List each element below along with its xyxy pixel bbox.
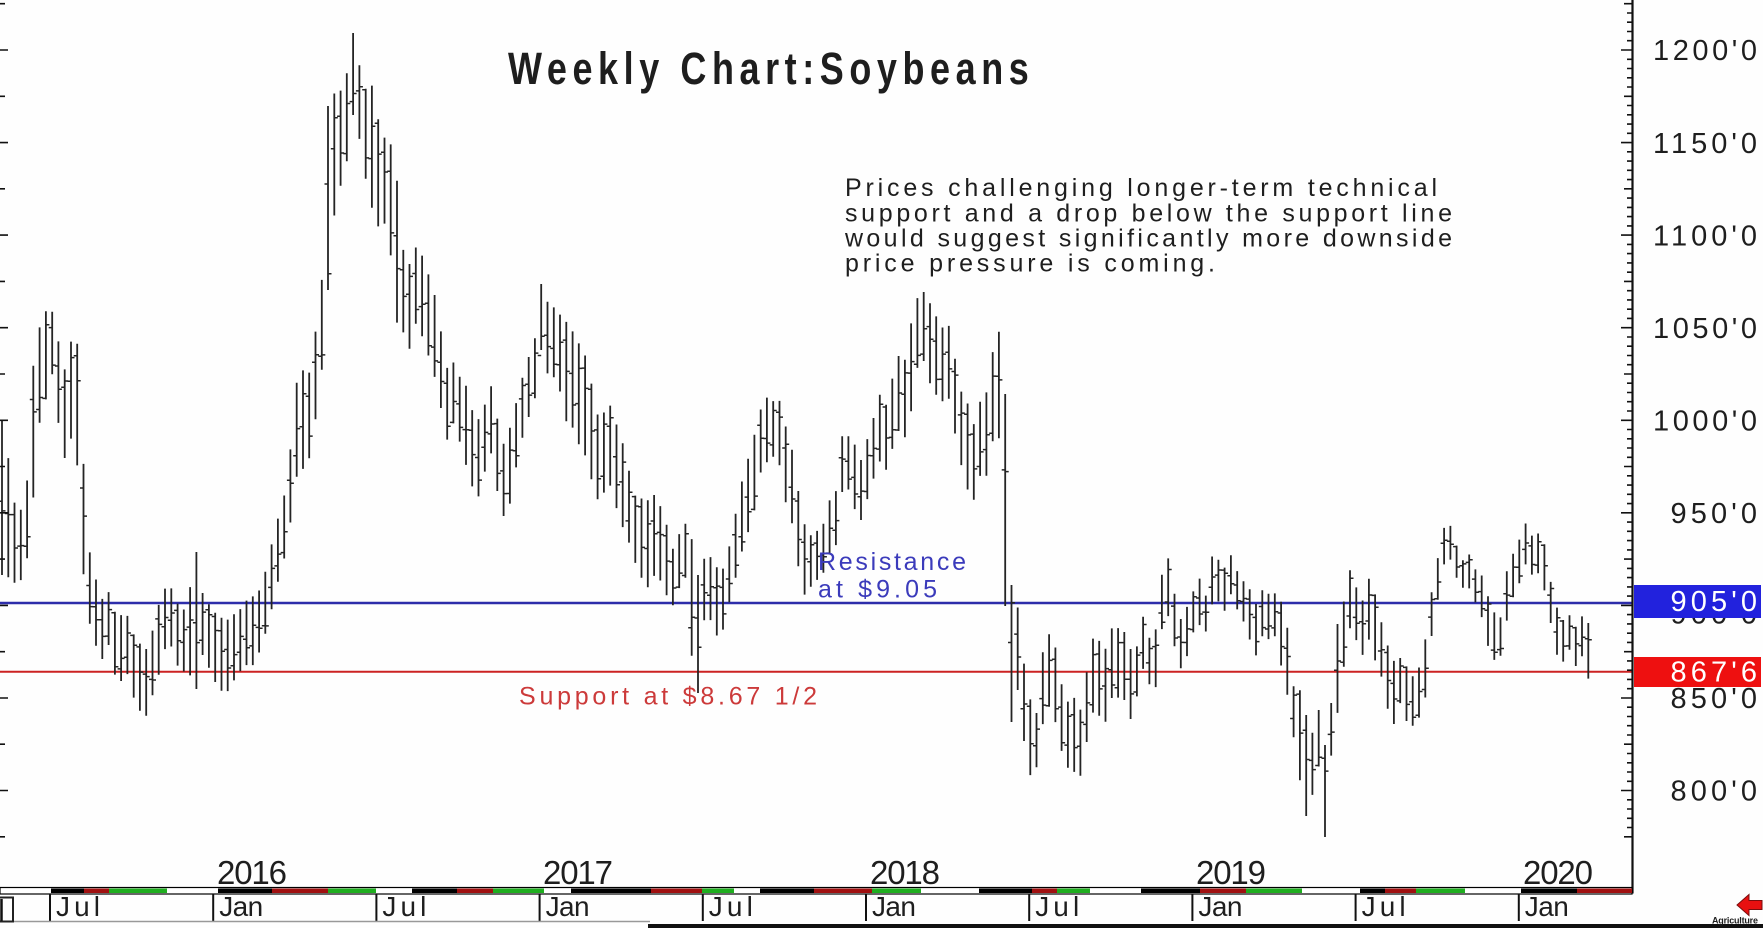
svg-text:Jan: Jan [1198,891,1242,922]
svg-text:support and a drop below the s: support and a drop below the support lin… [845,200,1452,228]
svg-text:Support at $8.67 1/2: Support at $8.67 1/2 [519,683,817,711]
svg-text:Jan: Jan [546,891,590,922]
svg-text:867'6: 867'6 [1671,657,1758,689]
svg-text:would suggest significantly mo: would suggest significantly more downsid… [844,225,1452,253]
svg-text:1000'0: 1000'0 [1653,406,1757,438]
svg-text:Agriculture: Agriculture [1712,916,1758,926]
svg-text:at $9.05: at $9.05 [818,576,937,604]
svg-text:Jul: Jul [382,891,426,922]
svg-text:Jul: Jul [709,891,753,922]
svg-text:2020: 2020 [1523,854,1593,891]
svg-text:2018: 2018 [870,854,940,891]
svg-text:Jan: Jan [1525,891,1569,922]
svg-text:Jul: Jul [56,891,100,922]
svg-text:2016: 2016 [217,854,287,891]
svg-text:1200'0: 1200'0 [1653,35,1757,67]
svg-text:850'0: 850'0 [1671,683,1758,715]
svg-text:1050'0: 1050'0 [1653,313,1757,345]
svg-text:price pressure is coming.: price pressure is coming. [845,250,1215,278]
svg-text:Jan: Jan [872,891,916,922]
svg-text:Prices challenging longer-term: Prices challenging longer-term technical [845,174,1437,202]
svg-text:800'0: 800'0 [1671,776,1758,808]
svg-text:950'0: 950'0 [1671,498,1758,530]
svg-text:2019: 2019 [1196,854,1266,891]
svg-text:Jul: Jul [1362,891,1406,922]
svg-text:905'0: 905'0 [1671,586,1758,618]
svg-text:Jul: Jul [1035,891,1079,922]
svg-text:2017: 2017 [543,854,613,891]
svg-text:Jan: Jan [219,891,263,922]
